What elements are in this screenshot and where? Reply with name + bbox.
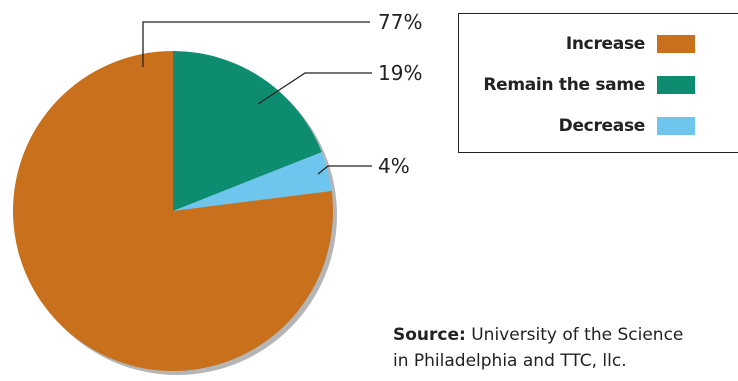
leader-line-increase: [142, 21, 370, 67]
percent-label-remain-the-same: 19%: [378, 61, 422, 85]
source-line-2: in Philadelphia and TTC, llc.: [393, 351, 627, 371]
legend-swatch-remain-the-same: [657, 76, 695, 94]
legend-label: Remain the same: [483, 75, 645, 95]
source-text: University of the Science: [465, 325, 684, 345]
percent-label-increase: 77%: [378, 10, 422, 34]
percent-label-decrease: 4%: [378, 154, 410, 178]
legend-label: Decrease: [558, 116, 646, 136]
pie-slice-increase: [13, 51, 334, 371]
legend-item-remain-the-same: Remain the same: [483, 73, 695, 97]
legend-item-decrease: Decrease: [559, 114, 695, 138]
leader-line-remain-the-same: [257, 72, 372, 105]
pie-slice-decrease: [173, 152, 332, 211]
pie-slices: [13, 51, 337, 375]
percent-labels: 77% 19% 4%: [378, 10, 422, 178]
legend: Increase Remain the same Decrease: [458, 13, 738, 153]
leader-lines: [142, 21, 372, 175]
pie-slice-remain-the-same: [173, 51, 322, 211]
legend-label: Increase: [565, 34, 645, 54]
legend-item-increase: Increase: [566, 32, 695, 56]
leader-line-decrease: [317, 165, 372, 175]
legend-swatch-increase: [657, 35, 695, 53]
source-line-1: Source: University of the Science: [393, 322, 683, 348]
source-note: Source: University of the Science in Phi…: [393, 322, 683, 374]
source-label: Source:: [393, 325, 466, 345]
legend-swatch-decrease: [657, 117, 695, 135]
